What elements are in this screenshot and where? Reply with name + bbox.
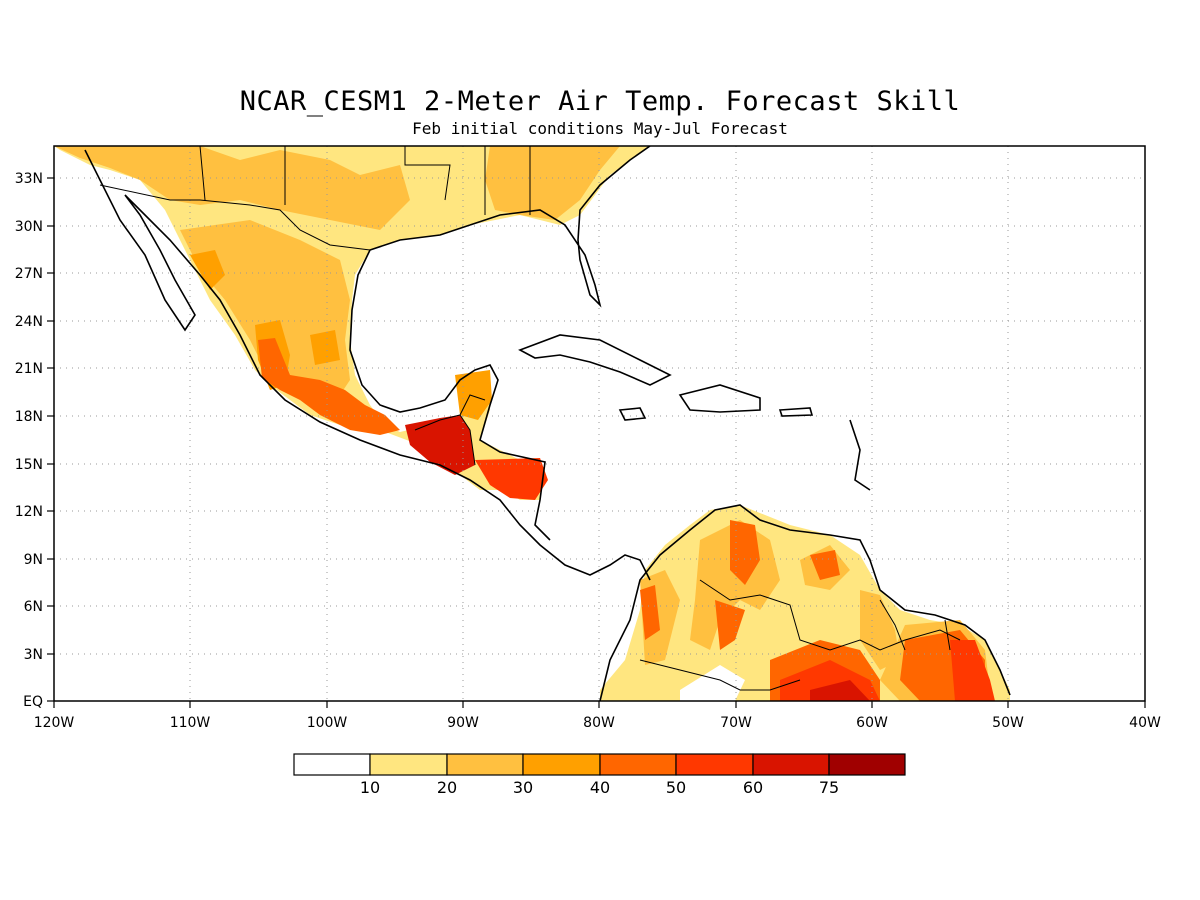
chart-title: NCAR_CESM1 2-Meter Air Temp. Forecast Sk… [239, 86, 961, 117]
lat-tick-label: 33N [15, 171, 43, 187]
lat-tick-label: 15N [15, 457, 43, 473]
chart-subtitle: Feb initial conditions May-Jul Forecast [412, 119, 788, 138]
shade-sa-40 [640, 520, 985, 701]
shade-sa-30 [640, 520, 990, 701]
colorbar-label: 40 [590, 778, 610, 797]
colorbar-swatch [369, 753, 448, 776]
colorbar-label: 75 [819, 778, 839, 797]
lat-tick-label: 27N [15, 266, 43, 282]
lon-axis: 120W 110W 100W 90W 80W 70W 60W 50W 40W [34, 701, 1161, 731]
lat-tick-label: 3N [24, 647, 43, 663]
lon-tick-label: 110W [170, 715, 211, 731]
lat-tick-label: 9N [24, 552, 43, 568]
colorbar-swatch [599, 753, 677, 776]
lat-tick-label: EQ [23, 694, 43, 710]
lat-tick-label: 21N [15, 361, 43, 377]
lon-tick-label: 50W [992, 715, 1024, 731]
colorbar: 10 20 30 40 50 60 75 [293, 753, 906, 797]
colorbar-swatch [522, 753, 601, 776]
coastlines [84, 146, 1011, 701]
shade-southeast-us [485, 146, 620, 220]
colorbar-swatch [293, 753, 371, 776]
political-borders [99, 146, 961, 691]
colorbar-swatch [446, 753, 524, 776]
shade-sa-75 [810, 680, 870, 701]
shade-honduras [475, 458, 548, 500]
colorbar-label: 10 [360, 778, 380, 797]
skill-shading [54, 146, 1010, 701]
colorbar-swatch [752, 753, 830, 776]
lon-tick-label: 60W [856, 715, 888, 731]
lon-tick-label: 70W [720, 715, 752, 731]
lon-tick-label: 120W [34, 715, 75, 731]
colorbar-label: 50 [666, 778, 686, 797]
colorbar-swatch [675, 753, 754, 776]
colorbar-swatch [828, 753, 906, 776]
lon-tick-label: 90W [447, 715, 479, 731]
shade-sa-gap [680, 665, 745, 701]
colorbar-label: 60 [743, 778, 763, 797]
lon-tick-label: 80W [583, 715, 615, 731]
shade-mexico-30 [180, 220, 350, 410]
shade-guatemala [405, 415, 475, 475]
lon-tick-label: 40W [1129, 715, 1161, 731]
lat-axis: EQ 3N 6N 9N 12N 15N 18N 21N 24N 27N 30N … [15, 171, 54, 710]
colorbar-label: 20 [437, 778, 457, 797]
lon-tick-label: 100W [307, 715, 348, 731]
shade-mexico-south [258, 338, 400, 435]
lat-tick-label: 12N [15, 504, 43, 520]
colorbar-label: 30 [513, 778, 533, 797]
lat-tick-label: 6N [24, 599, 43, 615]
lat-tick-label: 30N [15, 219, 43, 235]
shade-us-30 [54, 146, 410, 230]
lat-tick-label: 24N [15, 314, 43, 330]
lat-tick-label: 18N [15, 409, 43, 425]
map-grid [54, 146, 1145, 701]
